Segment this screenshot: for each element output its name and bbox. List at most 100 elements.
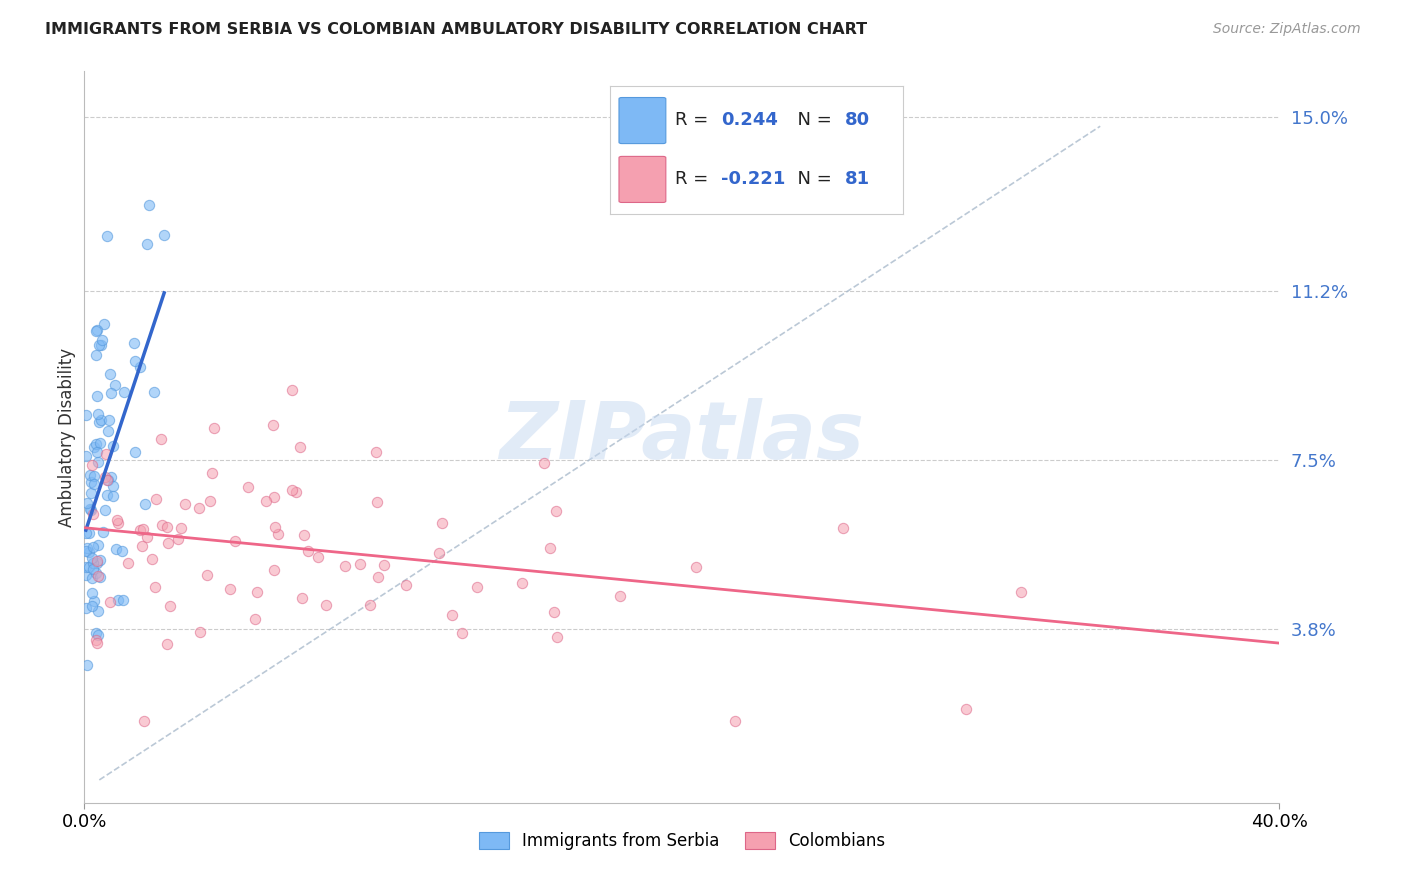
Point: [84, 632, 107, 647]
Point: [129, 360, 152, 375]
Legend: Immigrants from Serbia, Colombians: Immigrants from Serbia, Colombians: [472, 825, 891, 856]
Point: [543, 605, 565, 619]
Point: [366, 495, 388, 509]
Point: [86, 389, 108, 403]
Point: [80, 486, 103, 500]
Point: [105, 513, 128, 527]
Point: [101, 490, 124, 504]
Point: [429, 546, 451, 560]
Point: [86, 554, 108, 568]
Point: [79, 501, 101, 516]
Point: [290, 440, 312, 454]
Point: [1010, 585, 1032, 599]
Y-axis label: Ambulatory Disability: Ambulatory Disability: [58, 348, 76, 526]
Point: [609, 590, 631, 604]
Text: IMMIGRANTS FROM SERBIA VS COLOMBIAN AMBULATORY DISABILITY CORRELATION CHART: IMMIGRANTS FROM SERBIA VS COLOMBIAN AMBU…: [45, 22, 868, 37]
Point: [197, 568, 219, 582]
Point: [101, 479, 124, 493]
Point: [280, 383, 302, 397]
Point: [76, 541, 98, 555]
Point: [75, 559, 97, 574]
Point: [263, 563, 285, 577]
Point: [174, 496, 197, 510]
Point: [98, 367, 121, 381]
Point: [84, 437, 107, 451]
Point: [83, 440, 105, 454]
Point: [395, 578, 418, 592]
Point: [364, 445, 387, 459]
Point: [90, 338, 112, 352]
Point: [79, 545, 101, 559]
Point: [540, 541, 562, 555]
Point: [285, 484, 308, 499]
Point: [80, 475, 103, 490]
Point: [93, 317, 115, 331]
Point: [83, 477, 105, 491]
Point: [724, 714, 747, 728]
Point: [117, 556, 139, 570]
Point: [159, 599, 181, 614]
Point: [82, 556, 104, 570]
Point: [87, 604, 110, 618]
Point: [138, 198, 160, 212]
Point: [450, 626, 472, 640]
Point: [90, 413, 112, 427]
Point: [132, 522, 155, 536]
Point: [86, 323, 108, 337]
Point: [91, 333, 114, 347]
Point: [82, 572, 104, 586]
Point: [107, 516, 129, 530]
Point: [188, 624, 211, 639]
Point: [76, 657, 98, 672]
Point: [143, 580, 166, 594]
Point: [955, 701, 977, 715]
Point: [104, 378, 127, 392]
Point: [75, 525, 97, 540]
Point: [96, 228, 118, 243]
Point: [75, 449, 97, 463]
Point: [243, 612, 266, 626]
Point: [246, 584, 269, 599]
Point: [100, 385, 122, 400]
Point: [84, 566, 107, 580]
Point: [510, 575, 533, 590]
Point: [86, 556, 108, 570]
Point: [84, 324, 107, 338]
Point: [87, 455, 110, 469]
Point: [89, 570, 111, 584]
Point: [307, 550, 329, 565]
Point: [122, 336, 145, 351]
Point: [80, 551, 103, 566]
Point: [546, 630, 568, 644]
Point: [124, 445, 146, 459]
Point: [75, 600, 97, 615]
Point: [87, 415, 110, 429]
Point: [143, 384, 166, 399]
Point: [84, 625, 107, 640]
Text: Source: ZipAtlas.com: Source: ZipAtlas.com: [1213, 22, 1361, 37]
Point: [150, 518, 173, 533]
Point: [546, 504, 568, 518]
Point: [86, 407, 108, 421]
Point: [465, 580, 488, 594]
Point: [80, 458, 103, 472]
Point: [430, 516, 453, 530]
Point: [86, 444, 108, 458]
Point: [367, 570, 389, 584]
Point: [75, 408, 97, 422]
Point: [97, 424, 120, 438]
Point: [224, 534, 246, 549]
Point: [111, 593, 134, 607]
Point: [111, 544, 134, 558]
Point: [153, 228, 176, 243]
Point: [685, 560, 707, 574]
Point: [75, 544, 97, 558]
Point: [128, 523, 150, 537]
Point: [202, 421, 225, 435]
Point: [281, 483, 304, 497]
Point: [136, 531, 159, 545]
Point: [93, 470, 115, 484]
Point: [150, 432, 173, 446]
Point: [82, 541, 104, 555]
Point: [167, 532, 190, 546]
